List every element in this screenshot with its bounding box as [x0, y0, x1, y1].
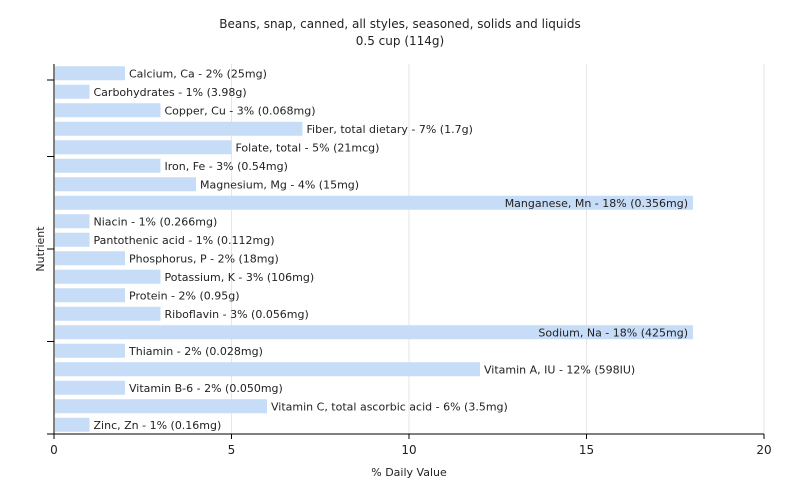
x-tick-label: 15 [579, 443, 594, 457]
bar [55, 66, 125, 81]
x-tick-label: 5 [228, 443, 236, 457]
bar-data-label: Pantothenic acid - 1% (0.112mg) [94, 234, 275, 247]
bar-data-label: Carbohydrates - 1% (3.98g) [94, 86, 247, 99]
bar [55, 362, 480, 377]
bar [55, 417, 90, 432]
bar [55, 380, 125, 395]
bar-data-label: Riboflavin - 3% (0.056mg) [165, 308, 309, 321]
bar-data-label: Magnesium, Mg - 4% (15mg) [200, 178, 359, 191]
bar [55, 158, 161, 173]
x-tick-label: 10 [401, 443, 416, 457]
y-axis-title: Nutrient [34, 226, 47, 272]
bar-data-label: Sodium, Na - 18% (425mg) [538, 326, 688, 339]
bar [55, 140, 232, 155]
bar [55, 251, 125, 266]
bar-data-label: Thiamin - 2% (0.028mg) [128, 345, 263, 358]
bar-data-label: Potassium, K - 3% (106mg) [165, 271, 315, 284]
bar [55, 343, 125, 358]
x-tick-label: 20 [756, 443, 771, 457]
x-axis-title: % Daily Value [371, 466, 447, 479]
bar-data-label: Niacin - 1% (0.266mg) [94, 215, 218, 228]
bar-data-label: Copper, Cu - 3% (0.068mg) [165, 104, 316, 117]
chart-title: Beans, snap, canned, all styles, seasone… [219, 17, 581, 31]
grid-lines [231, 64, 765, 434]
bar-data-label: Manganese, Mn - 18% (0.356mg) [505, 197, 688, 210]
bar [55, 399, 267, 414]
bar [55, 325, 693, 340]
bar-data-label: Calcium, Ca - 2% (25mg) [129, 67, 267, 80]
bar [55, 269, 161, 284]
bar [55, 121, 303, 136]
bar [55, 195, 693, 210]
bar-data-label: Fiber, total dietary - 7% (1.7g) [307, 123, 473, 136]
bar [55, 288, 125, 303]
bar-data-label: Folate, total - 5% (21mcg) [236, 141, 380, 154]
bar-data-label: Protein - 2% (0.95g) [129, 289, 240, 302]
bar [55, 232, 90, 247]
bar [55, 177, 196, 192]
bars: Calcium, Ca - 2% (25mg) Carbohydrates - 1… [55, 66, 693, 432]
chart-subtitle: 0.5 cup (114g) [355, 34, 445, 48]
bar [55, 103, 161, 118]
bar [55, 214, 90, 229]
bar [55, 84, 90, 99]
bar-data-label: Vitamin A, IU - 12% (598IU) [484, 363, 635, 376]
chart-title-block: Beans, snap, canned, all styles, seasone… [0, 16, 800, 50]
bar [55, 306, 161, 321]
bar-data-label: Phosphorus, P - 2% (18mg) [129, 252, 279, 265]
bar-data-label: Iron, Fe - 3% (0.54mg) [165, 160, 288, 173]
bar-data-label: Zinc, Zn - 1% (0.16mg) [94, 419, 222, 432]
x-tick-label: 0 [50, 443, 58, 457]
bar-data-label: Vitamin B-6 - 2% (0.050mg) [129, 382, 283, 395]
bar-data-label: Vitamin C, total ascorbic acid - 6% (3.5… [271, 400, 508, 413]
x-ticks: 0 5 10 15 20 [47, 79, 772, 457]
